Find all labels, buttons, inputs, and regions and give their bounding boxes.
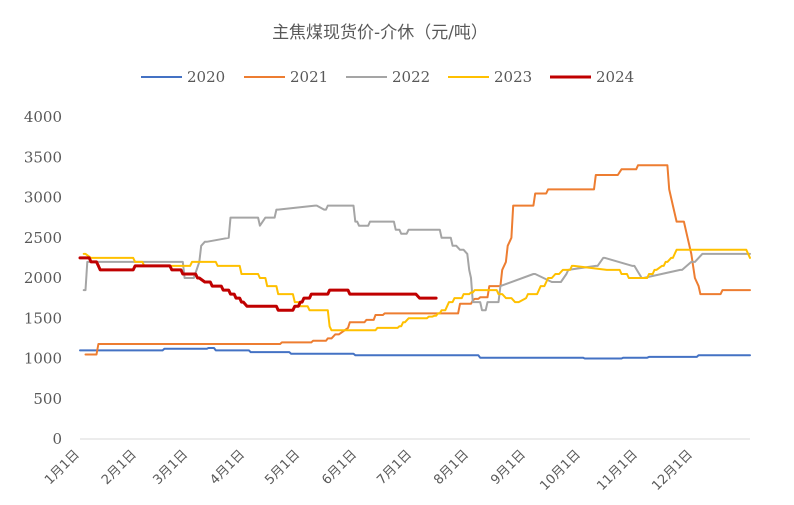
y-tick-label: 3500 [24,148,62,166]
y-tick-label: 2000 [24,269,62,287]
x-tick-label: 8月1日 [431,447,472,488]
x-tick-label: 11月1日 [594,447,641,494]
y-tick-label: 4000 [24,108,62,126]
chart-title: 主焦煤现货价-介休（元/吨） [272,23,488,43]
x-tick-label: 7月1日 [374,447,415,488]
x-tick-label: 10月1日 [537,447,584,494]
legend-label-2024: 2024 [596,68,634,86]
series-line-2020 [79,347,751,360]
y-tick-label: 1000 [24,350,62,368]
legend-label-2022: 2022 [392,68,430,86]
y-tick-label: 1500 [24,309,62,327]
x-tick-label: 1月1日 [42,447,83,488]
y-axis: 0 500 1000 1500 2000 2500 3000 3500 4000 [24,108,62,448]
x-tick-label: 2月1日 [99,447,140,488]
series-line-2023 [82,248,751,332]
y-tick-label: 500 [33,390,62,408]
y-tick-label: 2500 [24,229,62,247]
x-tick-label: 12月1日 [649,447,696,494]
legend-label-2020: 2020 [187,68,225,86]
y-tick-label: 0 [52,430,62,448]
legend-label-2021: 2021 [290,68,328,86]
x-axis: 1月1日 2月1日 3月1日 4月1日 5月1日 6月1日 7月1日 8月1日 9月1日 10月1… [42,447,696,494]
legend: 2020 2021 2022 2023 2024 [141,68,634,86]
x-tick-label: 9月1日 [488,447,529,488]
x-tick-label: 4月1日 [207,447,248,488]
plot-area [78,164,751,360]
x-tick-label: 3月1日 [150,447,191,488]
series-line-2022 [82,204,751,312]
x-tick-label: 6月1日 [319,447,360,488]
legend-label-2023: 2023 [494,68,532,86]
series-line-2024 [78,256,438,312]
y-tick-label: 3000 [24,189,62,207]
series-line-2021 [84,164,751,356]
x-tick-label: 5月1日 [262,447,303,488]
